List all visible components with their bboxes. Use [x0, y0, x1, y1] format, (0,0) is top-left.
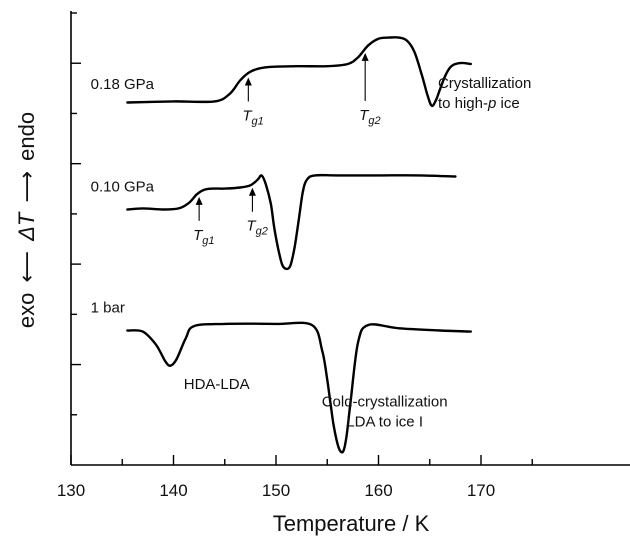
series-line-1-bar	[126, 321, 472, 454]
tg-label: Tg1	[193, 227, 214, 247]
annotation-text: Cold-crystallization	[322, 393, 448, 410]
arrow-head	[248, 187, 256, 196]
tg-subscript: g2	[256, 226, 268, 238]
tg-label: Tg2	[246, 218, 267, 238]
tg-label: Tg1	[242, 107, 263, 127]
series-label-0-18-gpa: 0.18 GPa	[91, 76, 155, 93]
x-tick-label: 130	[57, 481, 85, 500]
curves: 0.18 GPa 0.10 GPa 1 bar	[91, 36, 472, 454]
annotation-text: HDA-LDA	[184, 376, 250, 393]
series-line-0-10-gpa	[126, 173, 457, 271]
x-axis-title: Temperature / K	[273, 511, 430, 536]
annotations: Tg1 Tg2 Tg1 Tg2 Crystallization to high-p ice…	[184, 52, 531, 430]
y-axis-title: exo ⟵ ΔT ⟶ endo	[14, 112, 39, 328]
y-axis-arrow-right: ⟶	[14, 171, 39, 203]
y-axis-title-text: exo ⟵ ΔT ⟶ endo	[14, 112, 39, 328]
x-tick-label: 160	[364, 481, 392, 500]
tg-subscript: g1	[251, 115, 263, 127]
tg-arrow-g2: Tg2	[246, 187, 268, 238]
y-axis-label-endo: endo	[14, 112, 39, 161]
axes: 130 140 150 160 170	[57, 11, 630, 500]
x-tick-label: 140	[159, 481, 187, 500]
annotation-text: Crystallization	[438, 75, 531, 92]
tg-arrow-g2: Tg2	[359, 52, 381, 127]
y-axis-arrow-left: ⟵	[14, 251, 39, 283]
y-axis-label-delta-t: ΔT	[14, 211, 39, 242]
y-axis-label-exo: exo	[14, 293, 39, 328]
series-line-0-18-gpa	[126, 36, 472, 108]
arrow-head	[361, 52, 369, 61]
tg-subscript: g1	[202, 235, 214, 247]
annotation-text: LDA to ice I	[346, 413, 423, 430]
arrow-head	[195, 196, 203, 205]
tg-arrow-g1: Tg1	[193, 196, 215, 247]
series-label-1-bar: 1 bar	[91, 299, 125, 316]
annotation-text: to high-p ice	[438, 95, 520, 112]
arrow-head	[244, 77, 252, 86]
tg-subscript: g2	[368, 115, 380, 127]
series-label-0-10-gpa: 0.10 GPa	[91, 178, 155, 195]
tg-label: Tg2	[359, 107, 380, 127]
tg-arrow-g1: Tg1	[242, 77, 264, 127]
x-tick-label: 150	[262, 481, 290, 500]
x-tick-label: 170	[467, 481, 495, 500]
